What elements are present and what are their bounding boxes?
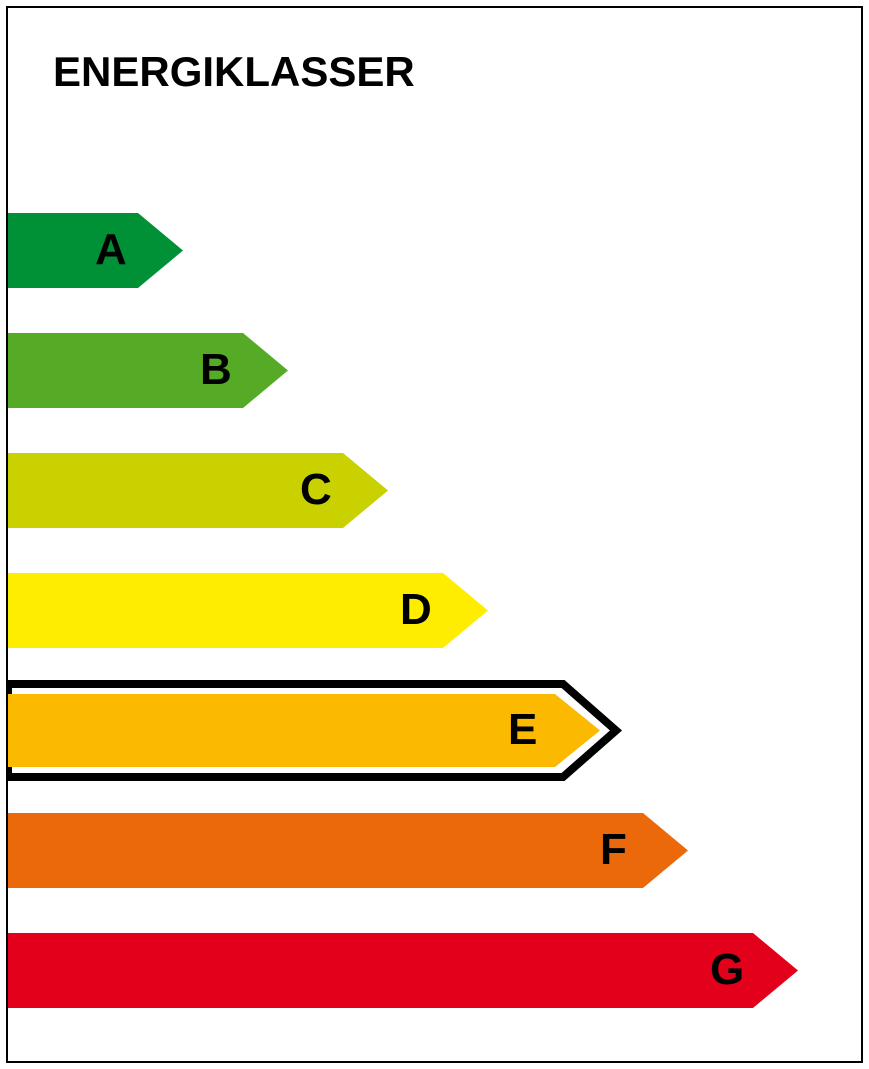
energy-class-label-g: G (710, 945, 744, 995)
energy-class-label-f: F (600, 825, 627, 875)
energy-class-label-b: B (200, 345, 232, 395)
energy-class-label-c: C (300, 465, 332, 515)
energy-class-b: B (8, 333, 288, 408)
energy-class-d: D (8, 573, 488, 648)
energy-class-f: F (8, 813, 688, 888)
energy-class-c: C (8, 453, 388, 528)
energy-class-label-d: D (400, 585, 432, 635)
energy-class-a: A (8, 213, 183, 288)
energy-class-label-a: A (95, 225, 127, 275)
energy-class-g: G (8, 933, 798, 1008)
energy-class-e: E (8, 693, 624, 768)
energy-label-frame: ENERGIKLASSER A B C D E F G (6, 6, 863, 1063)
energy-class-label-e: E (508, 705, 537, 755)
page-title: ENERGIKLASSER (53, 48, 415, 96)
